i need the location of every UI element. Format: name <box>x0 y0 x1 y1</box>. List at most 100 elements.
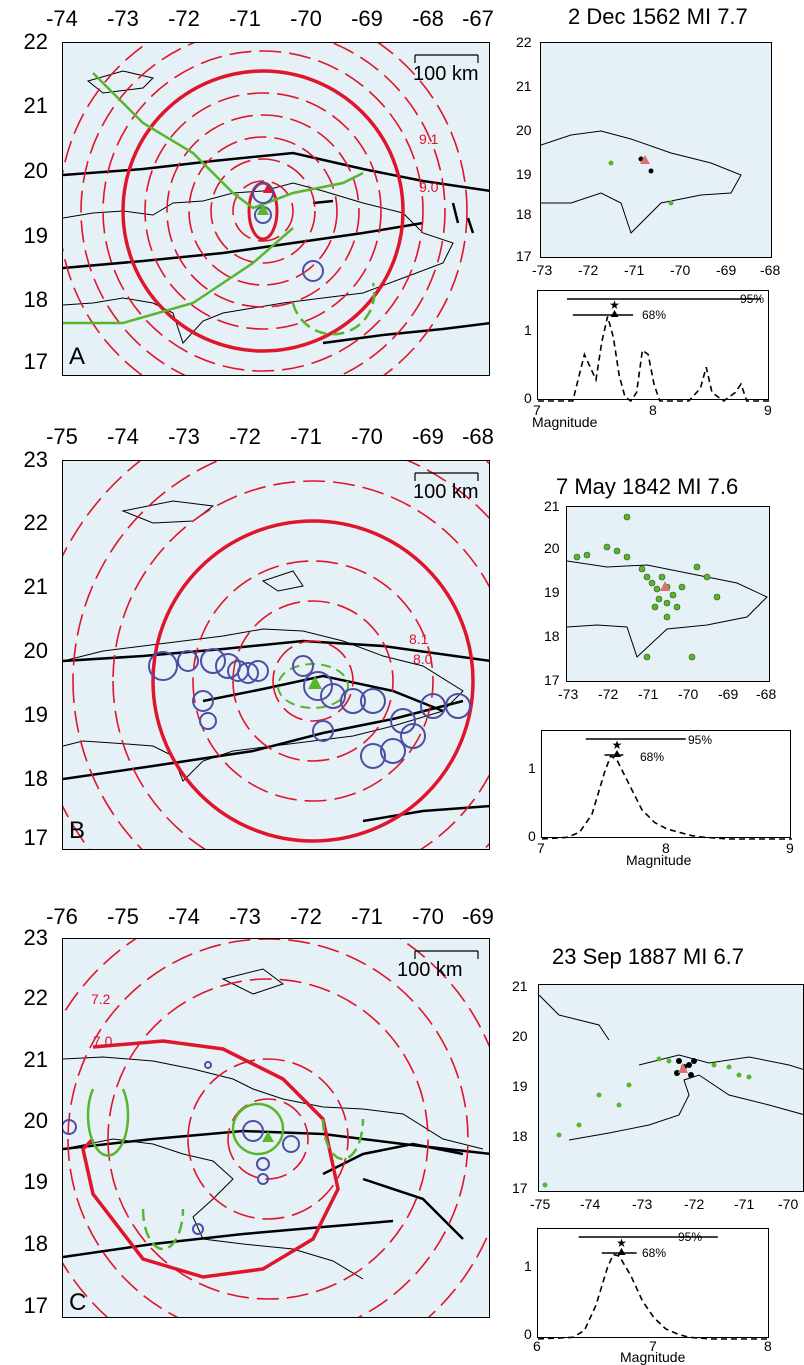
inset-b-lon-4: -69 <box>718 686 739 702</box>
contour-label-c2: 7.0 <box>93 1033 113 1049</box>
inset-a-lat-1: 21 <box>516 78 532 94</box>
star-marker: ★ <box>609 298 620 312</box>
chart-a-x-2: 9 <box>764 402 772 418</box>
inset-a <box>540 42 772 258</box>
probability-curve <box>537 1253 770 1340</box>
contour-label-b1: 8.1 <box>409 631 429 647</box>
chart-c-x-1: 7 <box>649 1338 657 1354</box>
contour-label-c1: 7.2 <box>91 991 111 1007</box>
inset-c-lat-0: 21 <box>512 978 528 994</box>
lon-tick-c-4: -72 <box>290 904 322 929</box>
chart-b-y-0: 0 <box>528 828 536 844</box>
lat-tick-c-5: 18 <box>23 1231 48 1256</box>
lat-tick-b-0: 23 <box>23 447 48 472</box>
panel-label-c: C <box>69 1289 87 1316</box>
inset-a-lat-4: 18 <box>516 206 532 222</box>
lat-tick-a-2: 20 <box>23 158 48 183</box>
lat-tick-c-2: 21 <box>23 1047 48 1072</box>
map-b: 100 km 8.1 8.0 B <box>62 460 490 850</box>
lon-tick-b-4: -71 <box>290 424 322 449</box>
inset-b-lon-0: -73 <box>558 686 579 702</box>
chart-c-x-2: 8 <box>764 1338 772 1354</box>
lat-tick-c-0: 23 <box>23 925 48 950</box>
lat-tick-b-3: 20 <box>23 638 48 663</box>
lon-tick-b-1: -74 <box>107 424 139 449</box>
lon-tick-b-5: -70 <box>351 424 383 449</box>
lon-tick-a-7: -67 <box>462 6 494 31</box>
inset-c-lon-4: -71 <box>734 1196 755 1212</box>
inset-c-lon-1: -74 <box>580 1196 601 1212</box>
panel-label-b: B <box>69 817 86 844</box>
lon-tick-a-6: -68 <box>412 6 444 31</box>
chart-c-ci95: 95% <box>678 1230 703 1244</box>
inset-b-lon-1: -72 <box>598 686 619 702</box>
chart-b-xlabel: Magnitude <box>626 852 692 868</box>
inset-b-lat-1: 20 <box>544 540 560 556</box>
lon-tick-c-5: -71 <box>351 904 383 929</box>
inset-b <box>566 506 770 682</box>
chart-b-y-1: 1 <box>528 760 536 776</box>
contour-label-b2: 8.0 <box>413 651 433 667</box>
chart-a-x-0: 7 <box>533 402 541 418</box>
lat-tick-b-5: 18 <box>23 766 48 791</box>
map-b-graphics <box>63 461 489 849</box>
inset-a-lon-3: -70 <box>670 262 691 278</box>
chart-c-y-0: 0 <box>524 1326 532 1342</box>
lon-tick-b-3: -72 <box>229 424 261 449</box>
inset-c-lon-0: -75 <box>530 1196 551 1212</box>
scale-bar-b: 100 km <box>413 481 479 503</box>
chart-a-ci95: 95% <box>740 292 765 306</box>
inset-b-lon-5: -68 <box>756 686 777 702</box>
lon-tick-b-2: -73 <box>168 424 200 449</box>
title-c: 23 Sep 1887 MI 6.7 <box>552 944 745 969</box>
inset-b-lon-2: -71 <box>638 686 659 702</box>
probability-curve <box>538 316 770 403</box>
inset-b-lat-2: 19 <box>544 584 560 600</box>
lat-tick-b-6: 17 <box>23 825 48 850</box>
map-c: 100 km 7.2 7.0 C <box>62 938 490 1318</box>
inset-c-lat-2: 19 <box>512 1078 528 1094</box>
inset-a-lon-1: -72 <box>578 262 599 278</box>
chart-b-plot: ★ <box>541 738 792 840</box>
contour-label-a1: 9.1 <box>419 131 439 147</box>
lon-tick-a-2: -72 <box>168 6 200 31</box>
inset-c-lat-1: 20 <box>512 1028 528 1044</box>
lat-tick-a-1: 21 <box>23 93 48 118</box>
star-marker: ★ <box>612 738 623 752</box>
lat-tick-b-1: 22 <box>23 510 48 535</box>
lat-tick-a-0: 22 <box>23 29 48 54</box>
panel-label-a: A <box>69 343 86 370</box>
lat-tick-c-1: 22 <box>23 985 48 1010</box>
lon-tick-b-6: -69 <box>412 424 444 449</box>
lat-tick-b-2: 21 <box>23 574 48 599</box>
lat-tick-c-4: 19 <box>23 1169 48 1194</box>
scale-bar-a: 100 km <box>413 63 479 85</box>
chart-a-ci68: 68% <box>642 308 667 322</box>
lon-tick-c-2: -74 <box>168 904 200 929</box>
chart-c-xlabel: Magnitude <box>620 1349 686 1365</box>
star-marker: ★ <box>616 1236 627 1250</box>
chart-b-x-0: 7 <box>537 840 545 856</box>
lon-tick-a-0: -74 <box>46 6 78 31</box>
chart-a: ★ <box>537 290 770 403</box>
chart-a-y-1: 1 <box>524 322 532 338</box>
map-a: 100 km 9.1 9.0 A <box>62 42 490 376</box>
inset-a-lat-3: 19 <box>516 166 532 182</box>
title-a: 2 Dec 1562 MI 7.7 <box>568 4 748 29</box>
lon-tick-b-7: -68 <box>462 424 494 449</box>
chart-c-ci68: 68% <box>642 1246 667 1260</box>
lon-tick-b-0: -75 <box>46 424 78 449</box>
lon-tick-a-3: -71 <box>229 6 261 31</box>
inset-b-lon-3: -70 <box>678 686 699 702</box>
chart-a-y-0: 0 <box>524 390 532 406</box>
chart-c-plot: ★ <box>537 1236 770 1340</box>
title-b: 7 May 1842 MI 7.6 <box>556 474 739 499</box>
inset-a-lon-0: -73 <box>532 262 553 278</box>
lat-tick-a-3: 19 <box>23 223 48 248</box>
chart-b-ci95: 95% <box>688 733 713 747</box>
chart-c-x-0: 6 <box>533 1338 541 1354</box>
chart-b-x-2: 9 <box>786 840 794 856</box>
triangle-marker <box>610 310 619 317</box>
lon-tick-c-3: -73 <box>229 904 261 929</box>
lat-tick-a-5: 17 <box>23 349 48 374</box>
